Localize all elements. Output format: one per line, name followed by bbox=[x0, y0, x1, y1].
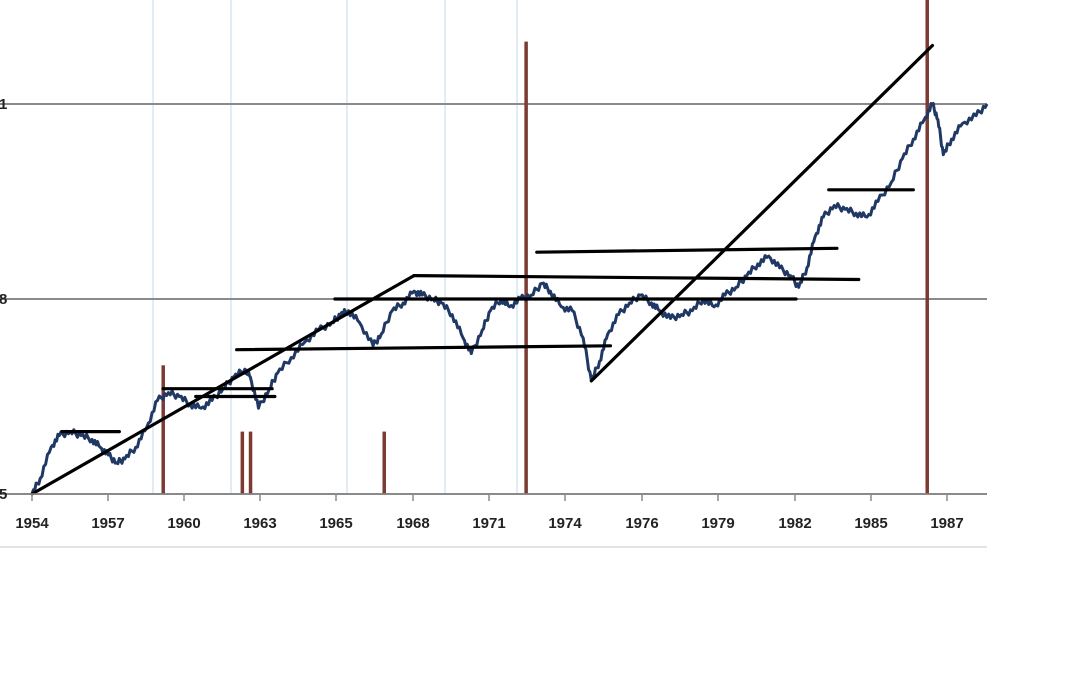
annotation-line bbox=[535, 246, 839, 254]
x-tick-label: 1974 bbox=[548, 515, 582, 532]
y-tick-labels: 5 8 1 bbox=[0, 96, 7, 503]
annotation-line bbox=[589, 43, 935, 383]
bar bbox=[248, 431, 253, 494]
annotation-lines bbox=[30, 43, 935, 496]
x-tick-label: 1982 bbox=[778, 515, 811, 532]
x-tick-label: 1968 bbox=[396, 515, 429, 532]
x-tick-label: 1979 bbox=[701, 515, 734, 532]
bar bbox=[524, 41, 528, 494]
x-tick-label: 1976 bbox=[625, 515, 658, 532]
annotation-line bbox=[412, 274, 861, 282]
bar bbox=[925, 0, 929, 494]
x-tick-label: 1957 bbox=[91, 515, 124, 532]
x-tick-label: 1965 bbox=[319, 515, 352, 532]
axes bbox=[0, 493, 987, 548]
y-tick-label: 8 bbox=[0, 291, 7, 308]
bar bbox=[240, 431, 245, 494]
x-tick-labels: 1954 1957 1960 1963 1965 1968 1971 1974 1976 1979… bbox=[15, 515, 963, 532]
x-tick-label: 1954 bbox=[15, 515, 49, 532]
bar bbox=[382, 431, 386, 494]
bar-series bbox=[161, 0, 929, 494]
vertical-gridlines bbox=[152, 0, 518, 494]
x-tick-label: 1963 bbox=[243, 515, 276, 532]
x-tick-label: 1960 bbox=[167, 515, 200, 532]
series-line bbox=[30, 102, 989, 495]
x-tick-label: 1987 bbox=[930, 515, 963, 532]
y-tick-label: 5 bbox=[0, 486, 7, 503]
annotation-line bbox=[235, 344, 613, 352]
line-series bbox=[30, 102, 989, 495]
bar bbox=[161, 365, 165, 494]
y-tick-label: 1 bbox=[0, 96, 7, 113]
annotation-line bbox=[30, 274, 416, 496]
x-tick-label: 1971 bbox=[472, 515, 505, 532]
x-tick-label: 1985 bbox=[854, 515, 887, 532]
